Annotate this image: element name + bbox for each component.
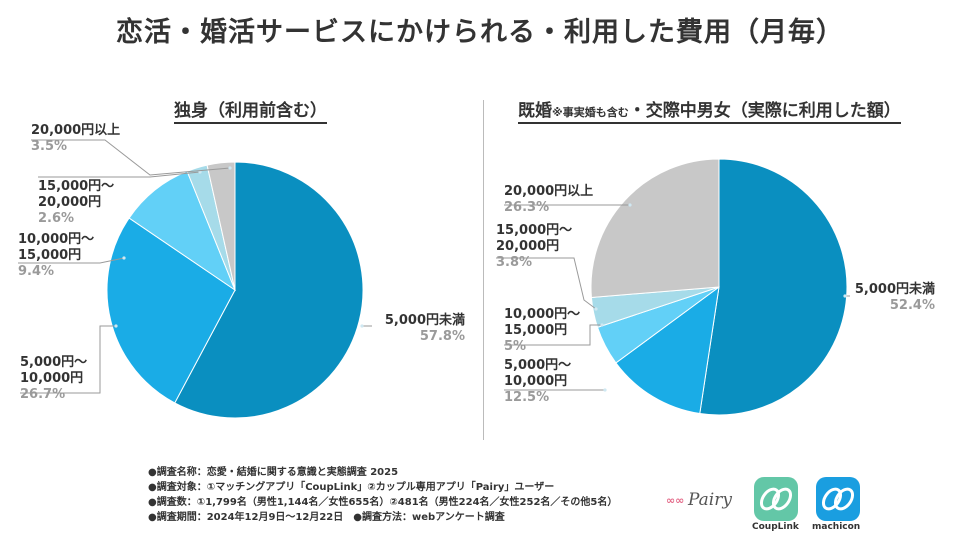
label-left-10000-15000-line1: 10,000円～ <box>18 232 94 247</box>
leader-dot-left-5000-10000 <box>114 324 118 328</box>
leader-dot-left-over-20000 <box>228 166 232 170</box>
survey-note-name: ●調査名称：恋愛・結婚に関する意識と実態調査 2025 <box>148 467 399 478</box>
label-right-under-5000-line1: 5,000円未満 <box>855 281 935 297</box>
leader-dot-right-15000-20000 <box>594 307 598 311</box>
right-chart-title: 既婚※事実婚も含む・交際中男女（実際に利用した額） <box>518 96 901 124</box>
machicon-logo-icon <box>816 477 860 521</box>
right-title-note: ※事実婚も含む <box>552 106 629 119</box>
label-right-under-5000-pct: 52.4% <box>890 298 935 313</box>
leader-dot-left-under-5000 <box>360 324 364 328</box>
survey-note-target: ●調査対象：①マッチングアプリ「CoupLink」②カップル専用アプリ「Pair… <box>148 482 555 493</box>
label-left-10000-15000-line2: 15,000円 <box>18 248 81 263</box>
label-right-10000-15000-line1: 10,000円～ <box>504 307 580 322</box>
couplink-logo-text: CoupLink <box>752 522 799 532</box>
leader-line-left-5000-10000 <box>20 325 116 394</box>
label-right-over-20000-line1: 20,000円以上 <box>504 184 593 199</box>
pairy-mark-icon: ∞∞ <box>666 494 685 507</box>
machicon-logo-text: machicon <box>812 522 861 532</box>
pie-slice-left-over-20000 <box>206 161 236 291</box>
label-right-10000-15000-line2: 15,000円 <box>504 323 567 338</box>
leader-line-right-10000-15000 <box>504 324 602 346</box>
label-left-15000-20000-line1: 15,000円～ <box>38 179 114 194</box>
leader-line-right-15000-20000 <box>496 257 597 310</box>
leader-dot-left-15000-20000 <box>198 170 202 174</box>
label-left-over-20000-pct: 3.5% <box>31 139 67 154</box>
label-left-over-20000-line1: 20,000円以上 <box>31 123 120 138</box>
right-title-main: 既婚 <box>518 101 552 121</box>
label-right-15000-20000-line1: 15,000円～ <box>496 223 572 238</box>
label-right-5000-10000-pct: 12.5% <box>504 390 549 405</box>
couplink-logo-icon <box>754 477 798 521</box>
survey-notes: ●調査名称：恋愛・結婚に関する意識と実態調査 2025 ●調査対象：①マッチング… <box>148 465 617 525</box>
leader-line-left-10000-15000 <box>18 257 125 264</box>
pie-slice-left-5000-10000 <box>106 217 236 404</box>
leader-dot-left-10000-15000 <box>122 256 126 260</box>
pie-slice-left-under-5000 <box>174 161 364 419</box>
right-title-rest: ・交際中男女（実際に利用した額） <box>628 101 901 121</box>
label-left-15000-20000-line2: 20,000円 <box>38 195 101 210</box>
label-left-10000-15000-pct: 9.4% <box>18 264 54 279</box>
pie-slice-right-5000-10000 <box>615 285 720 415</box>
main-title: 恋活・婚活サービスにかけられる・利用した費用（月毎） <box>116 17 844 48</box>
pie-slice-right-under-5000 <box>699 158 848 416</box>
label-right-15000-20000-line2: 20,000円 <box>496 239 559 254</box>
leader-dot-right-over-20000 <box>628 203 632 207</box>
label-left-15000-20000-pct: 2.6% <box>38 211 74 226</box>
pairy-logo-text: Pairy <box>688 490 732 510</box>
leader-dot-right-under-5000 <box>843 294 847 298</box>
label-left-under-5000-pct: 57.8% <box>420 329 465 344</box>
label-right-over-20000-pct: 26.3% <box>504 200 549 215</box>
machicon-mark-icon <box>821 487 855 511</box>
label-left-5000-10000-line2: 10,000円 <box>20 371 83 386</box>
label-left-under-5000-line1: 5,000円未満 <box>385 312 465 328</box>
left-chart-title: 独身（利用前含む） <box>174 96 327 124</box>
pie-slice-right-over-20000 <box>590 158 720 298</box>
leader-line-left-15000-20000 <box>38 171 201 178</box>
label-right-15000-20000-pct: 3.8% <box>496 255 532 270</box>
label-left-5000-10000-pct: 26.7% <box>20 387 65 402</box>
couplink-mark-icon <box>759 487 793 511</box>
leader-line-left-over-20000 <box>31 139 231 176</box>
pairy-logo: ∞∞ Pairy <box>666 488 736 514</box>
label-right-10000-15000-pct: 5% <box>504 339 526 354</box>
label-right-5000-10000-line1: 5,000円～ <box>504 358 571 373</box>
survey-note-period: ●調査期間：2024年12月9日～12月22日 ●調査方法：webアンケート調査 <box>148 512 505 523</box>
leader-dot-right-5000-10000 <box>603 388 607 392</box>
chart-divider <box>483 100 484 440</box>
label-left-5000-10000-line1: 5,000円～ <box>20 355 87 370</box>
leader-dot-right-10000-15000 <box>600 323 604 327</box>
survey-note-count: ●調査数：①1,799名（男性1,144名／女性655名）②481名（男性224… <box>148 497 618 508</box>
label-right-5000-10000-line2: 10,000円 <box>504 374 567 389</box>
